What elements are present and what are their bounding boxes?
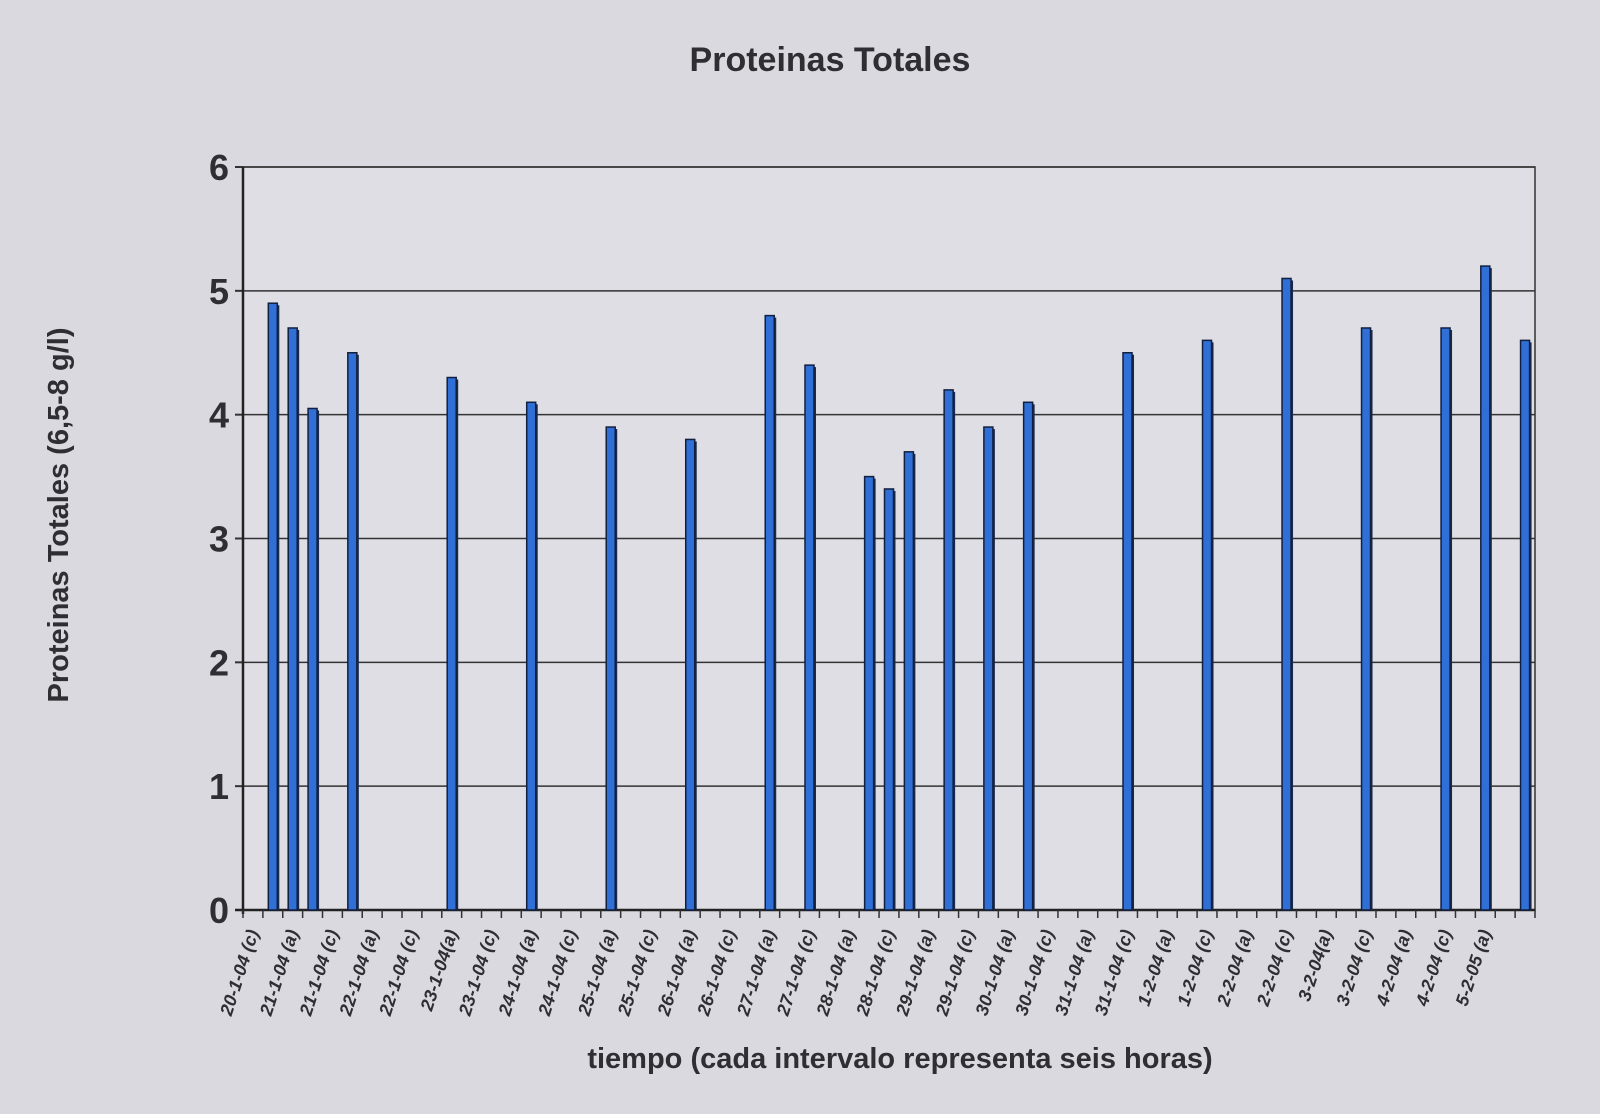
x-tick-label: 21-1-04 (a) <box>256 927 303 1019</box>
x-tick-label: 29-1-04 (a) <box>892 927 939 1019</box>
bar <box>764 314 775 911</box>
y-tick-label: 6 <box>209 147 229 188</box>
x-tick-label: 24-1-04 (c) <box>534 927 581 1019</box>
x-tick-label: 3-2-04(a) <box>1294 927 1336 1004</box>
x-tick-label: 4-2-04 (c) <box>1412 927 1456 1009</box>
bar <box>883 488 895 911</box>
bar <box>605 426 616 911</box>
x-tick-label: 2-2-04 (a) <box>1213 927 1257 1009</box>
bar <box>307 407 318 911</box>
bar <box>1480 265 1491 911</box>
x-tick-label: 28-1-04 (a) <box>812 927 859 1019</box>
chart-title: Proteinas Totales <box>690 41 971 79</box>
x-tick-label: 3-2-04 (c) <box>1332 927 1375 1008</box>
x-tick-label: 25-1-04 (a) <box>574 927 621 1019</box>
y-tick-label: 1 <box>209 766 229 807</box>
x-tick-label: 22-1-04 (c) <box>375 927 422 1019</box>
x-tick-label: 2-2-04 (c) <box>1253 927 1297 1009</box>
x-tick-label: 30-1-04 (a) <box>972 927 1019 1018</box>
bar <box>1519 339 1531 911</box>
bar <box>287 327 298 911</box>
bar <box>903 451 915 911</box>
x-tick-label: 22-1-04 (a) <box>335 927 382 1019</box>
y-tick-label: 5 <box>209 271 229 312</box>
x-tick-label: 26-1-04 (c) <box>693 927 740 1019</box>
x-tick-label: 23-1-04(a) <box>416 927 461 1014</box>
bar <box>347 352 358 911</box>
x-tick-label: 23-1-04 (c) <box>454 927 501 1019</box>
bar <box>983 426 994 911</box>
x-tick-label: 21-1-04 (c) <box>295 927 342 1019</box>
x-tick-label: 25-1-04 (c) <box>613 927 660 1019</box>
x-tick-label: 30-1-04 (c) <box>1011 927 1058 1018</box>
bar <box>267 302 279 911</box>
bar <box>684 438 696 911</box>
bar <box>1122 352 1133 911</box>
plot-area: 0 1 2 3 4 5 6 20-1-04 (c)21-1-04 (a)21-1-04 (c)… <box>209 147 1536 1019</box>
y-axis-label: Proteinas Totales (6,5-8 g/l) <box>43 328 75 703</box>
x-tick-label: 27-1-04 (c) <box>772 927 819 1019</box>
y-tick-label: 0 <box>209 890 229 931</box>
x-tick-label: 28-1-04 (c) <box>852 927 899 1019</box>
x-tick-label: 20-1-04 (c) <box>216 927 263 1019</box>
x-tick-label: 26-1-04 (a) <box>653 927 700 1019</box>
bar <box>1440 327 1451 911</box>
y-tick-label: 4 <box>209 395 229 436</box>
y-tick-label: 2 <box>209 642 229 683</box>
bar <box>863 475 875 911</box>
bar <box>525 401 537 911</box>
x-tick-label: 31-1-04 (c) <box>1091 927 1138 1018</box>
bar <box>1360 327 1372 911</box>
x-tick-label: 27-1-04 (a) <box>733 927 780 1019</box>
bar <box>1201 339 1213 911</box>
bar <box>943 389 954 911</box>
bar <box>804 364 815 911</box>
bar <box>1022 401 1034 911</box>
y-tick-label: 3 <box>209 519 229 560</box>
bar <box>1281 277 1292 911</box>
x-tick-label: 29-1-04 (c) <box>931 927 978 1019</box>
x-tick-label: 1-2-04 (a) <box>1134 927 1177 1008</box>
x-tick-label: 4-2-04 (a) <box>1372 927 1416 1009</box>
x-tick-label: 1-2-04 (c) <box>1173 927 1216 1008</box>
x-tick-label: 5-2-05 (a) <box>1452 927 1495 1008</box>
x-axis-label: tiempo (cada intervalo representa seis h… <box>587 1043 1212 1075</box>
x-tick-label: 31-1-04 (a) <box>1051 927 1098 1018</box>
bar <box>446 376 457 911</box>
x-tick-label: 24-1-04 (a) <box>494 927 541 1019</box>
